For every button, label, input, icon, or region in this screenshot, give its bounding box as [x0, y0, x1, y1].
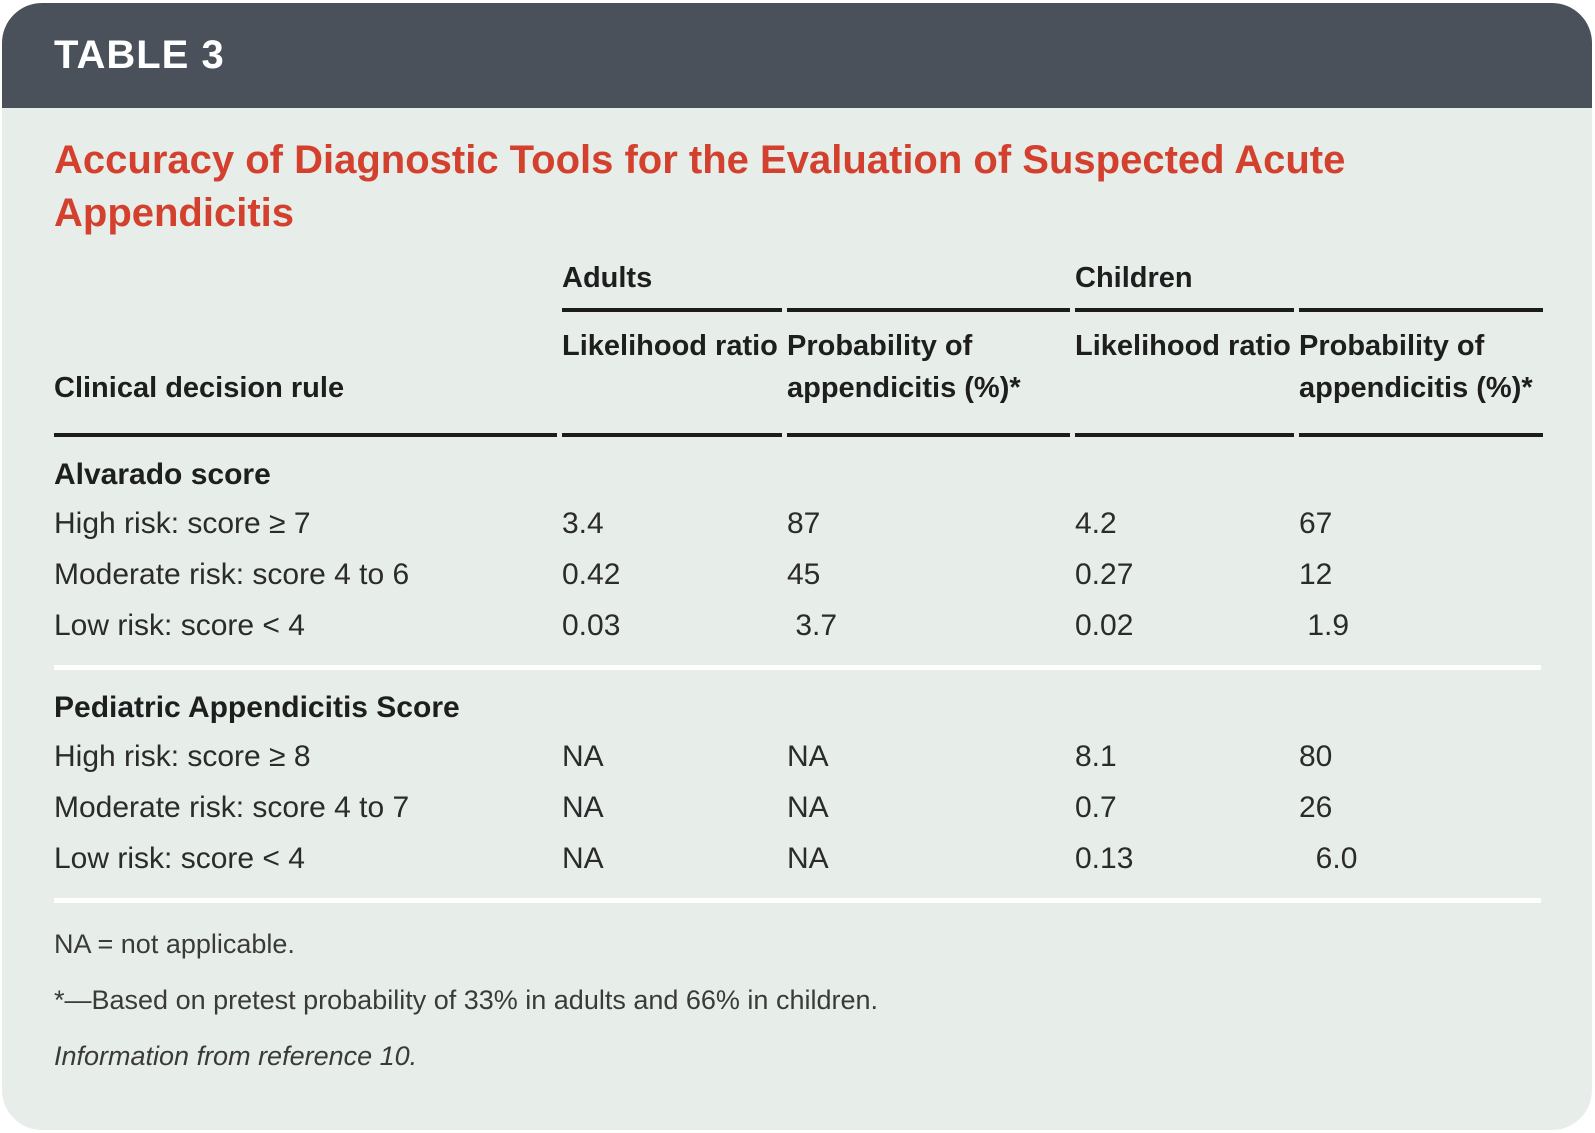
cell-children-probability: 26 [1299, 790, 1333, 824]
row-label: Low risk: score < 4 [54, 608, 305, 642]
table-body: Accuracy of Diagnostic Tools for the Eva… [2, 134, 1592, 1071]
footnotes: NA = not applicable. *—Based on pretest … [54, 929, 1541, 1071]
rule-segment [787, 433, 1075, 437]
table-header-bar: TABLE 3 [2, 3, 1592, 108]
section-separator [54, 665, 1541, 670]
table-row: Low risk: score < 4 0.03 3.7 0.02 1.9 [54, 600, 1541, 651]
footnote-asterisk: *—Based on pretest probability of 33% in… [54, 985, 879, 1015]
rule-segment [562, 308, 787, 312]
row-label: High risk: score ≥ 8 [54, 739, 311, 773]
cell-adults-likelihood-ratio: 0.42 [562, 557, 621, 591]
cell-adults-likelihood-ratio: 3.4 [562, 506, 604, 540]
cell-children-likelihood-ratio: 4.2 [1075, 506, 1117, 540]
cell-children-probability: 6.0 [1299, 841, 1358, 875]
table-title-line2: Appendicitis [54, 191, 295, 235]
cell-adults-probability: NA [787, 841, 829, 875]
table-card: TABLE 3 Accuracy of Diagnostic Tools for… [2, 3, 1592, 1130]
table-number-label: TABLE 3 [54, 33, 225, 77]
row-label: High risk: score ≥ 7 [54, 506, 311, 540]
column-header-adults-likelihood-ratio: Likelihood ratio [562, 330, 778, 362]
footnote-abbreviation: NA = not applicable. [54, 929, 295, 959]
column-header-clinical-decision-rule: Clinical decision rule [54, 372, 345, 404]
column-header-row: Clinical decision rule Likelihood ratio … [54, 325, 1541, 409]
cell-children-probability: 1.9 [1299, 608, 1350, 642]
cell-adults-likelihood-ratio: NA [562, 790, 604, 824]
cell-children-likelihood-ratio: 0.27 [1075, 557, 1134, 591]
cell-adults-probability: 87 [787, 506, 821, 540]
empty-cell [54, 261, 562, 295]
table-row: High risk: score ≥ 7 3.4 87 4.2 67 [54, 498, 1541, 549]
cell-adults-probability: 45 [787, 557, 821, 591]
cell-children-likelihood-ratio: 0.13 [1075, 841, 1134, 875]
cell-children-probability: 67 [1299, 506, 1333, 540]
rule-segment [1075, 433, 1299, 437]
row-label: Low risk: score < 4 [54, 841, 305, 875]
cell-children-likelihood-ratio: 0.7 [1075, 790, 1117, 824]
column-header-rule [54, 433, 1543, 437]
row-label: Moderate risk: score 4 to 7 [54, 790, 410, 824]
table-title: Accuracy of Diagnostic Tools for the Eva… [54, 134, 1541, 240]
group-header-rule [54, 308, 1543, 312]
column-group-header-row: Adults Children [54, 261, 1541, 295]
footnote-source: Information from reference 10. [54, 1041, 418, 1071]
footnote-separator [54, 898, 1541, 903]
cell-adults-likelihood-ratio: NA [562, 739, 604, 773]
cell-adults-likelihood-ratio: NA [562, 841, 604, 875]
cell-adults-likelihood-ratio: 0.03 [562, 608, 621, 642]
column-header-children-likelihood-ratio: Likelihood ratio [1075, 330, 1291, 362]
group-header-adults: Adults [562, 262, 653, 294]
section-header-alvarado-score: Alvarado score [54, 458, 271, 491]
table-row: Moderate risk: score 4 to 6 0.42 45 0.27… [54, 549, 1541, 600]
rule-segment [1299, 433, 1543, 437]
cell-children-likelihood-ratio: 0.02 [1075, 608, 1134, 642]
column-header-adults-probability: Probability of appendicitis (%)* [787, 330, 1021, 404]
rule-segment [1299, 308, 1543, 312]
rule-segment [562, 433, 787, 437]
table-row: High risk: score ≥ 8 NA NA 8.1 80 [54, 731, 1541, 782]
group-header-children: Children [1075, 262, 1193, 294]
rule-segment [787, 308, 1075, 312]
table-row: Moderate risk: score 4 to 7 NA NA 0.7 26 [54, 782, 1541, 833]
rule-segment [1075, 308, 1299, 312]
column-header-children-probability: Probability of appendicitis (%)* [1299, 330, 1533, 404]
cell-children-probability: 80 [1299, 739, 1333, 773]
row-label: Moderate risk: score 4 to 6 [54, 557, 410, 591]
section-header-pediatric-appendicitis-score: Pediatric Appendicitis Score [54, 691, 460, 724]
table-row: Low risk: score < 4 NA NA 0.13 6.0 [54, 833, 1541, 884]
cell-adults-probability: 3.7 [787, 608, 838, 642]
cell-children-likelihood-ratio: 8.1 [1075, 739, 1117, 773]
rule-gap [54, 308, 562, 312]
table-title-line1: Accuracy of Diagnostic Tools for the Eva… [54, 138, 1346, 182]
cell-children-probability: 12 [1299, 557, 1333, 591]
cell-adults-probability: NA [787, 790, 829, 824]
cell-adults-probability: NA [787, 739, 829, 773]
rule-segment [54, 433, 562, 437]
